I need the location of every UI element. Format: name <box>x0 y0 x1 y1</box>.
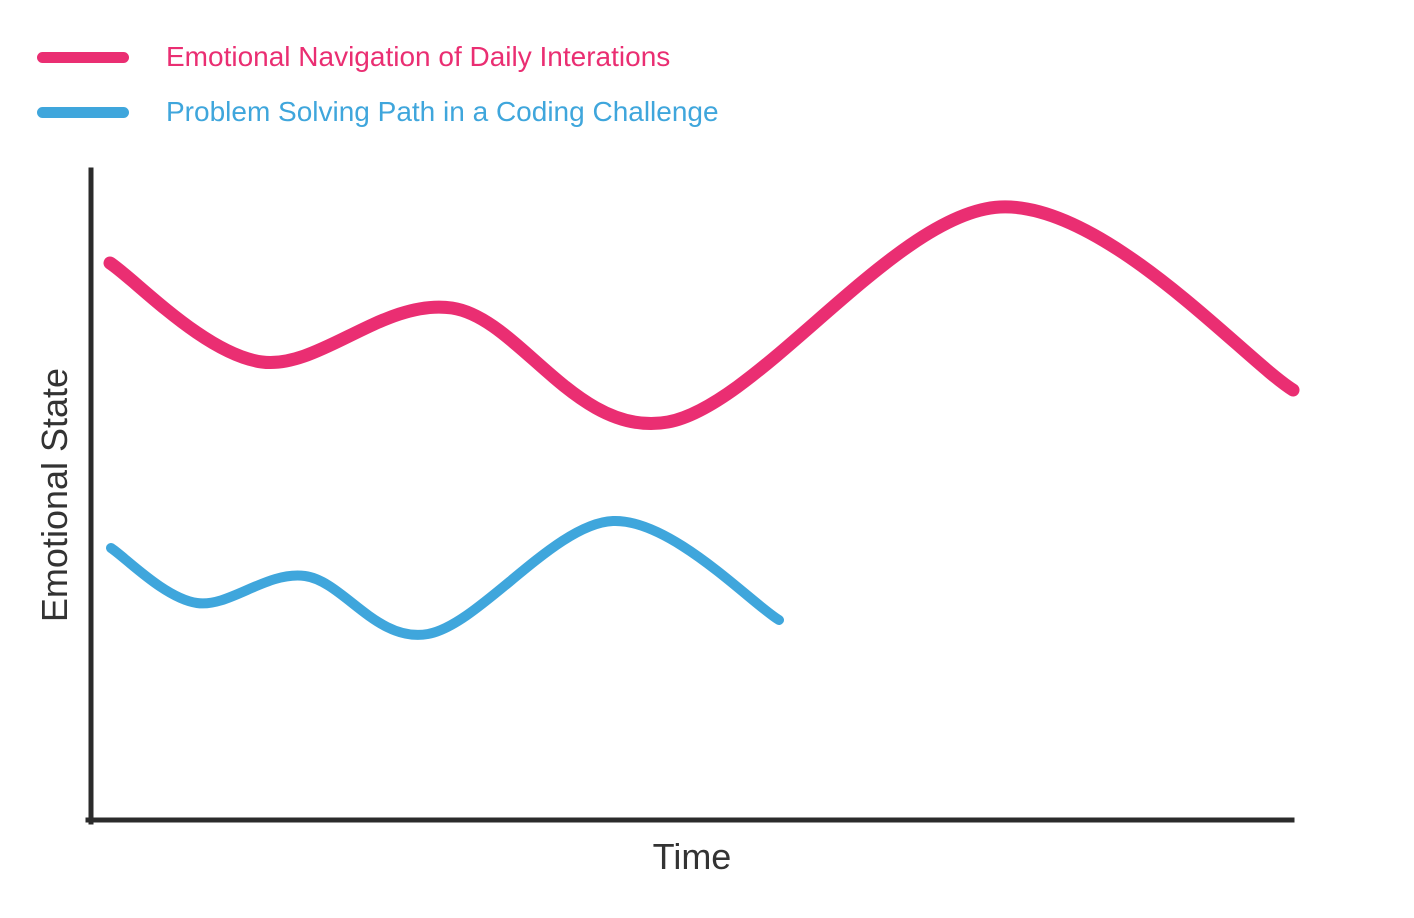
y-axis-label: Emotional State <box>34 367 75 623</box>
legend-swatch-coding-challenge-icon <box>37 106 129 118</box>
series-line-coding-challenge <box>106 515 784 640</box>
legend-label-coding-challenge: Problem Solving Path in a Coding Challen… <box>166 96 719 127</box>
legend-label-daily-interactions: Emotional Navigation of Daily Interation… <box>166 41 671 72</box>
legend-swatch-daily-interactions-icon <box>37 51 129 63</box>
series-line-daily-interactions <box>103 200 1300 431</box>
x-axis-label: Time <box>652 836 732 877</box>
chart-legend: Emotional Navigation of Daily Interation… <box>37 42 719 127</box>
legend-item-daily-interactions: Emotional Navigation of Daily Interation… <box>37 42 719 72</box>
legend-item-coding-challenge: Problem Solving Path in a Coding Challen… <box>37 97 719 127</box>
